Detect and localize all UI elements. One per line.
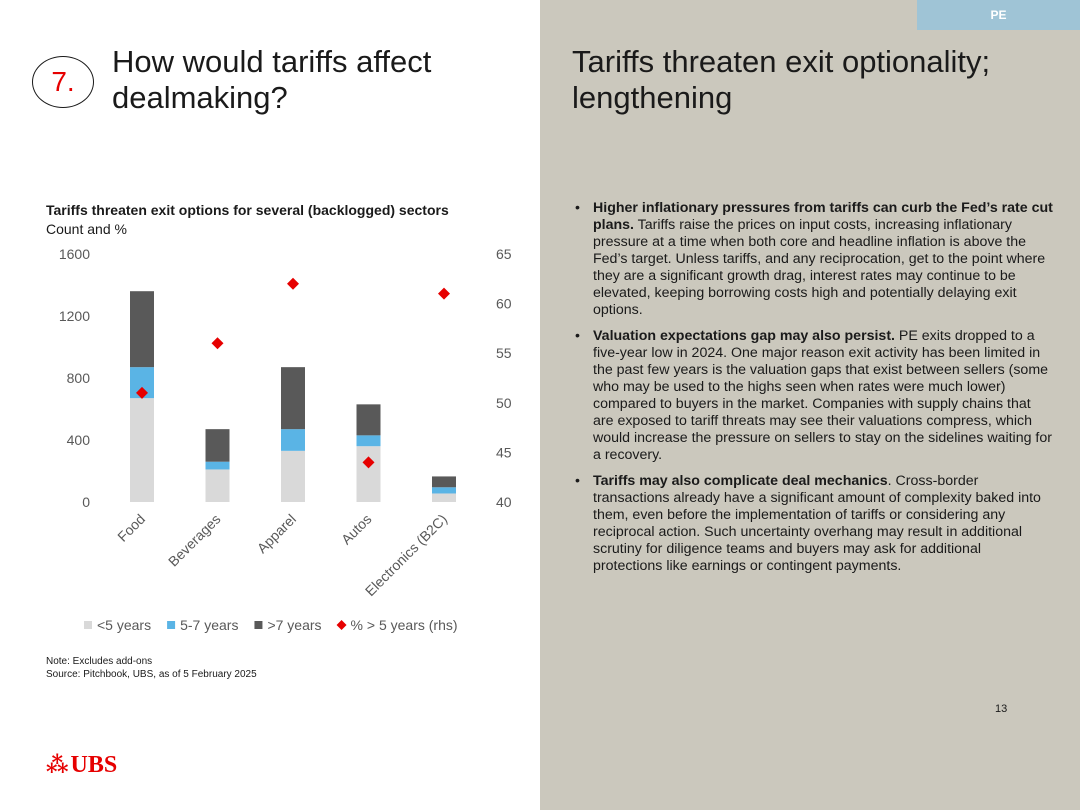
bar-segment — [281, 450, 305, 502]
y-right-tick-label: 65 — [496, 246, 512, 262]
y-right-tick-label: 55 — [496, 345, 512, 361]
bullet-body: PE exits dropped to a five-year low in 2… — [593, 328, 1052, 463]
bar-segment — [356, 446, 381, 502]
page-title: How would tariffs affect dealmaking? — [112, 44, 432, 115]
x-tick-label: Apparel — [254, 511, 299, 556]
bar-segment — [130, 291, 154, 368]
stacked-bar-chart: 0 400 800 1200 1600 40 45 50 55 60 65 Food Beverages… — [59, 246, 512, 633]
bar-segment — [281, 429, 305, 451]
y-right-tick-label: 60 — [496, 296, 512, 312]
x-tick-label: Electronics (B2C) — [362, 511, 450, 599]
bar-segment — [432, 476, 456, 488]
bar-segment — [130, 398, 154, 502]
logo-text: UBS — [70, 752, 118, 778]
bullet-body: Tariffs raise the prices on input costs,… — [593, 217, 1046, 318]
pct-point — [136, 386, 148, 399]
bar-segment — [205, 469, 230, 502]
bullet-body: . Cross-border transactions already have… — [593, 473, 1041, 574]
y-left-tick-label: 1600 — [59, 246, 90, 262]
bullet-heading: Tariffs may also complicate deal mechani… — [593, 473, 888, 489]
bar-segment — [205, 429, 230, 462]
legend-label: % > 5 years (rhs) — [351, 617, 458, 633]
y-right-tick-label: 45 — [496, 444, 512, 460]
chart-subtitle: Count and % — [46, 221, 127, 237]
bullet-item: Valuation expectations gap may also pers… — [572, 328, 1054, 464]
x-tick-label: Autos — [338, 511, 375, 548]
ubs-logo: ⁂UBS — [46, 752, 117, 778]
legend-label: >7 years — [267, 617, 321, 633]
page-number: 13 — [995, 703, 1008, 715]
y-right-tick-label: 50 — [496, 395, 512, 411]
bar-segment — [281, 367, 305, 430]
bullet-heading: Higher inflationary pressures from tarif… — [593, 200, 1053, 233]
bar-segment — [432, 487, 456, 494]
bullet-item: Higher inflationary pressures from tarif… — [572, 200, 1054, 319]
bullet-item: Tariffs may also complicate deal mechani… — [572, 473, 1054, 575]
legend-label: <5 years — [97, 617, 151, 633]
chart-notes: Note: Excludes add-ons Source: Pitchbook… — [46, 655, 257, 681]
pct-point — [287, 277, 299, 290]
bar-segment — [432, 493, 456, 502]
section-number: 7. — [32, 56, 94, 108]
chart-title: Tariffs threaten exit options for severa… — [46, 202, 449, 218]
legend-swatch — [336, 620, 347, 630]
source-text: Source: Pitchbook, UBS, as of 5 February… — [46, 669, 257, 680]
legend-label: 5-7 years — [180, 617, 238, 633]
y-left-tick-label: 0 — [82, 494, 90, 510]
y-right-tick-label: 40 — [496, 494, 512, 510]
pct-point — [211, 337, 224, 350]
legend-swatch — [84, 621, 92, 629]
section-tag: PE — [917, 0, 1080, 30]
bar-segment — [356, 404, 381, 436]
y-left-tick-label: 1200 — [59, 308, 90, 324]
legend-swatch — [254, 621, 263, 629]
bar-segment — [205, 461, 230, 470]
bullet-heading: Valuation expectations gap may also pers… — [593, 328, 895, 344]
pct-point — [438, 287, 450, 300]
bullet-list: Higher inflationary pressures from tarif… — [572, 200, 1054, 584]
bar-segment — [356, 435, 381, 447]
pct-point — [362, 456, 375, 469]
y-left-tick-label: 800 — [67, 370, 91, 386]
x-tick-label: Beverages — [165, 511, 224, 570]
x-tick-label: Food — [114, 511, 148, 545]
legend-swatch — [167, 621, 176, 629]
y-left-tick-label: 400 — [67, 432, 91, 448]
three-keys-icon: ⁂ — [46, 752, 69, 777]
note-text: Note: Excludes add-ons — [46, 656, 153, 667]
panel-title: Tariffs threaten exit optionality; lengt… — [572, 44, 991, 115]
